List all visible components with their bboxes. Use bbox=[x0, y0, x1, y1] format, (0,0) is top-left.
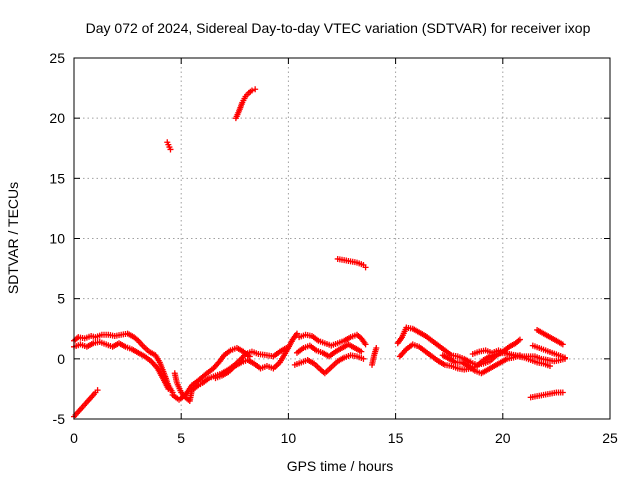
y-tick-label: 25 bbox=[49, 50, 65, 66]
x-tick-label: 15 bbox=[388, 430, 404, 446]
data-point bbox=[559, 389, 566, 396]
data-point bbox=[252, 86, 259, 93]
data-point bbox=[546, 363, 553, 370]
data-point bbox=[362, 264, 369, 271]
series-segment bbox=[293, 341, 365, 360]
y-tick-label: 0 bbox=[57, 351, 65, 367]
chart-title: Day 072 of 2024, Sidereal Day-to-day VTE… bbox=[86, 20, 591, 36]
data-point bbox=[362, 341, 369, 348]
series-segment bbox=[291, 352, 367, 377]
series-segment bbox=[71, 338, 172, 392]
data-point bbox=[559, 341, 566, 348]
data-series bbox=[71, 86, 568, 420]
data-point bbox=[94, 387, 101, 394]
series-segment bbox=[439, 352, 523, 377]
x-tick-label: 20 bbox=[495, 430, 511, 446]
x-tick-label: 10 bbox=[281, 430, 297, 446]
data-point bbox=[167, 146, 174, 153]
series-segment bbox=[296, 331, 369, 349]
x-tick-label: 25 bbox=[602, 430, 618, 446]
x-axis-label: GPS time / hours bbox=[287, 458, 394, 474]
y-axis-label: SDTVAR / TECUs bbox=[5, 182, 21, 294]
y-tick-label: 5 bbox=[57, 291, 65, 307]
x-tick-label: 5 bbox=[177, 430, 185, 446]
y-tick-label: 10 bbox=[49, 231, 65, 247]
data-point bbox=[248, 87, 255, 94]
series-segment bbox=[71, 330, 176, 396]
plot-frame bbox=[73, 57, 611, 420]
series-segment bbox=[369, 345, 380, 368]
y-tick-label: 20 bbox=[49, 110, 65, 126]
data-point bbox=[293, 330, 300, 337]
series-segment bbox=[71, 387, 101, 420]
data-point bbox=[360, 355, 367, 362]
data-point bbox=[358, 348, 365, 355]
data-point bbox=[561, 354, 568, 361]
series-segment bbox=[396, 341, 568, 373]
data-point bbox=[373, 345, 380, 352]
y-tick-label: 15 bbox=[49, 170, 65, 186]
series-segment bbox=[232, 86, 259, 122]
series-segment bbox=[164, 139, 174, 153]
series-segment bbox=[212, 330, 300, 382]
series-segment bbox=[529, 342, 568, 361]
x-tick-label: 0 bbox=[70, 430, 78, 446]
series-segment bbox=[527, 389, 566, 401]
grid bbox=[74, 58, 610, 419]
series-segment bbox=[469, 347, 553, 370]
series-segment bbox=[534, 326, 566, 348]
series-segment bbox=[334, 255, 369, 271]
data-point bbox=[165, 385, 172, 392]
series-segment bbox=[171, 345, 290, 404]
y-tick-label: -5 bbox=[53, 411, 66, 427]
series-segment bbox=[169, 345, 253, 403]
data-point bbox=[516, 336, 523, 343]
